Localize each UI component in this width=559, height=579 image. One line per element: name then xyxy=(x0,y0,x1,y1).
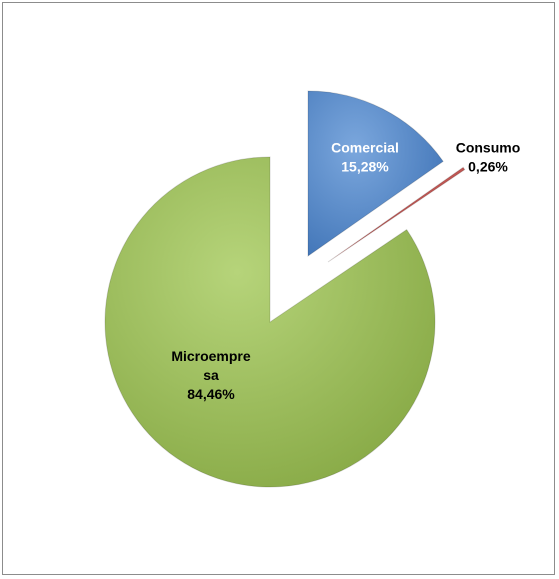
pie-slice-consumo xyxy=(327,166,466,263)
data-label-comercial: Comercial 15,28% xyxy=(331,140,399,175)
data-label-microempresa: Microempre sa 84,46% xyxy=(171,348,251,402)
pie-slice-microempresa xyxy=(104,156,436,488)
pie-slice-comercial xyxy=(307,90,444,257)
data-label-consumo: Consumo 0,26% xyxy=(456,140,521,175)
